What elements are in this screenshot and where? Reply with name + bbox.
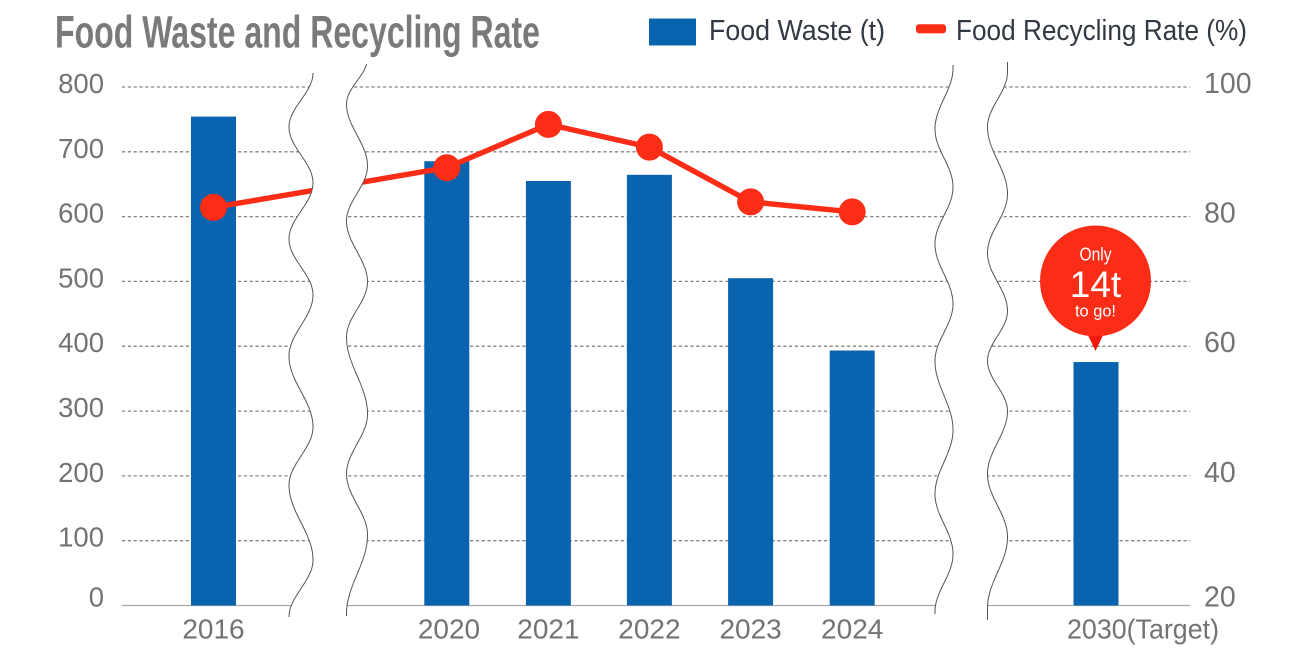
svg-text:2030(Target): 2030(Target) (1067, 614, 1219, 645)
svg-text:2021: 2021 (517, 614, 579, 645)
svg-text:Food Waste (t): Food Waste (t) (709, 15, 885, 47)
svg-text:0: 0 (89, 581, 104, 612)
svg-text:500: 500 (58, 262, 104, 293)
svg-text:2020: 2020 (418, 614, 480, 645)
svg-text:14t: 14t (1070, 264, 1122, 305)
svg-text:200: 200 (58, 457, 104, 488)
svg-text:400: 400 (58, 327, 104, 358)
svg-text:Food Recycling Rate (%): Food Recycling Rate (%) (956, 15, 1247, 47)
svg-text:600: 600 (58, 198, 104, 229)
svg-text:300: 300 (58, 392, 104, 423)
svg-text:2016: 2016 (182, 614, 244, 645)
svg-text:60: 60 (1204, 327, 1236, 359)
svg-text:2023: 2023 (719, 614, 781, 645)
svg-text:100: 100 (1204, 68, 1252, 100)
svg-text:700: 700 (58, 133, 104, 164)
svg-text:Food Waste and Recycling Rate: Food Waste and Recycling Rate (55, 7, 540, 58)
svg-text:80: 80 (1204, 198, 1236, 230)
svg-text:2022: 2022 (618, 614, 680, 645)
svg-text:Only: Only (1080, 245, 1112, 265)
svg-text:100: 100 (58, 522, 104, 553)
svg-text:2024: 2024 (821, 614, 883, 645)
svg-text:800: 800 (58, 68, 104, 99)
svg-text:40: 40 (1204, 457, 1236, 489)
svg-text:to go!: to go! (1075, 302, 1116, 321)
svg-text:20: 20 (1204, 581, 1236, 613)
